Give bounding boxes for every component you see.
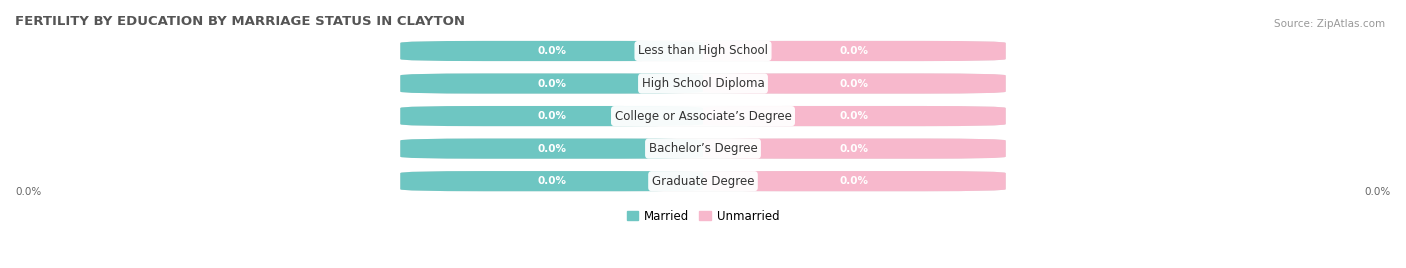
- Text: 0.0%: 0.0%: [839, 79, 869, 88]
- Text: Bachelor’s Degree: Bachelor’s Degree: [648, 142, 758, 155]
- FancyBboxPatch shape: [703, 41, 1005, 61]
- FancyBboxPatch shape: [703, 171, 1005, 191]
- FancyBboxPatch shape: [401, 171, 703, 191]
- Text: High School Diploma: High School Diploma: [641, 77, 765, 90]
- Text: 0.0%: 0.0%: [15, 187, 41, 198]
- FancyBboxPatch shape: [401, 41, 1005, 61]
- Text: 0.0%: 0.0%: [537, 144, 567, 154]
- Text: 0.0%: 0.0%: [537, 176, 567, 186]
- Text: Source: ZipAtlas.com: Source: ZipAtlas.com: [1274, 19, 1385, 29]
- Text: 0.0%: 0.0%: [839, 46, 869, 56]
- FancyBboxPatch shape: [401, 106, 1005, 126]
- Text: 0.0%: 0.0%: [839, 144, 869, 154]
- FancyBboxPatch shape: [703, 106, 1005, 126]
- Text: 0.0%: 0.0%: [839, 176, 869, 186]
- Text: 0.0%: 0.0%: [537, 111, 567, 121]
- Text: Less than High School: Less than High School: [638, 44, 768, 58]
- Legend: Married, Unmarried: Married, Unmarried: [621, 205, 785, 227]
- Text: Graduate Degree: Graduate Degree: [652, 175, 754, 188]
- Text: 0.0%: 0.0%: [839, 111, 869, 121]
- Text: FERTILITY BY EDUCATION BY MARRIAGE STATUS IN CLAYTON: FERTILITY BY EDUCATION BY MARRIAGE STATU…: [15, 15, 465, 28]
- Text: 0.0%: 0.0%: [1365, 187, 1391, 198]
- FancyBboxPatch shape: [401, 41, 703, 61]
- FancyBboxPatch shape: [703, 73, 1005, 94]
- FancyBboxPatch shape: [401, 73, 703, 94]
- FancyBboxPatch shape: [703, 139, 1005, 159]
- FancyBboxPatch shape: [401, 139, 703, 159]
- Text: 0.0%: 0.0%: [537, 79, 567, 88]
- FancyBboxPatch shape: [401, 106, 703, 126]
- Text: College or Associate’s Degree: College or Associate’s Degree: [614, 110, 792, 122]
- FancyBboxPatch shape: [401, 171, 1005, 191]
- FancyBboxPatch shape: [401, 139, 1005, 159]
- Text: 0.0%: 0.0%: [537, 46, 567, 56]
- FancyBboxPatch shape: [401, 73, 1005, 94]
